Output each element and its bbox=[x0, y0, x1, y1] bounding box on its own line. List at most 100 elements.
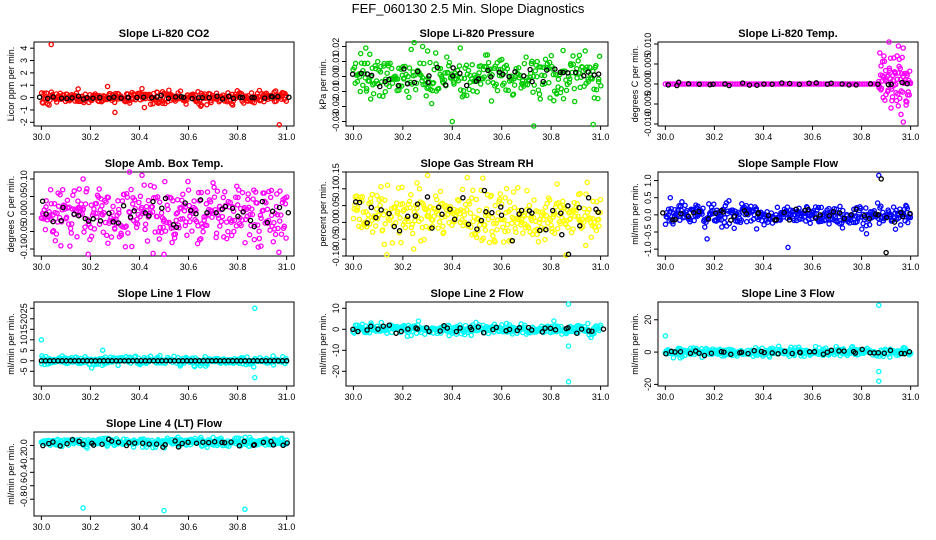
data-point bbox=[504, 221, 511, 228]
data-point bbox=[369, 191, 376, 198]
data-point bbox=[549, 207, 556, 214]
data-point bbox=[184, 232, 190, 239]
data-point bbox=[376, 92, 383, 99]
data-point bbox=[897, 95, 903, 102]
data-point bbox=[401, 66, 407, 72]
data-point bbox=[500, 71, 506, 78]
data-point bbox=[528, 60, 535, 67]
data-point bbox=[565, 325, 571, 331]
data-point bbox=[476, 207, 482, 214]
data-point bbox=[64, 197, 71, 204]
data-point bbox=[108, 234, 115, 240]
data-point bbox=[450, 65, 456, 71]
data-point bbox=[582, 242, 589, 249]
x-tick-label: 31.0 bbox=[278, 262, 296, 272]
data-point bbox=[260, 439, 267, 446]
data-point bbox=[235, 213, 241, 220]
data-point bbox=[551, 230, 558, 237]
x-tick-label: 31.0 bbox=[278, 392, 296, 402]
data-point bbox=[483, 209, 489, 215]
data-point bbox=[220, 194, 227, 201]
data-point bbox=[395, 82, 402, 89]
y-tick-label: -20 bbox=[643, 378, 653, 391]
data-point bbox=[280, 442, 286, 449]
data-point bbox=[382, 78, 388, 85]
data-point bbox=[156, 199, 163, 205]
data-point bbox=[131, 440, 138, 446]
data-point bbox=[447, 206, 453, 212]
x-tick-label: 30.0 bbox=[657, 132, 675, 142]
data-point bbox=[274, 211, 281, 218]
data-point bbox=[115, 198, 121, 204]
data-point bbox=[40, 442, 46, 449]
data-point bbox=[731, 225, 737, 232]
data-point bbox=[875, 212, 882, 218]
data-point bbox=[256, 228, 262, 234]
data-point bbox=[219, 96, 226, 102]
data-point bbox=[214, 188, 221, 194]
y-tick-label: 0.10 bbox=[331, 180, 341, 198]
data-point bbox=[258, 215, 264, 221]
data-point bbox=[702, 224, 708, 230]
data-point bbox=[449, 118, 456, 125]
data-point bbox=[519, 78, 526, 84]
data-point bbox=[106, 210, 112, 217]
data-point bbox=[251, 236, 258, 243]
data-point bbox=[464, 207, 470, 213]
data-point bbox=[682, 202, 688, 209]
data-point bbox=[352, 201, 358, 208]
data-point bbox=[158, 210, 165, 216]
data-point bbox=[820, 351, 827, 357]
data-point bbox=[786, 353, 793, 359]
data-point bbox=[905, 89, 912, 95]
data-point bbox=[892, 226, 899, 232]
data-point bbox=[275, 93, 281, 100]
data-point bbox=[855, 214, 862, 220]
data-point bbox=[405, 218, 411, 225]
data-point bbox=[591, 86, 597, 92]
y-tick-label: 4 bbox=[19, 46, 29, 51]
plot-title: Slope Li-820 Pressure bbox=[420, 28, 535, 40]
data-point bbox=[276, 218, 283, 224]
data-point bbox=[147, 101, 154, 107]
y-tick-label: -5 bbox=[19, 367, 29, 375]
data-point bbox=[582, 213, 588, 219]
data-point bbox=[848, 212, 854, 218]
data-point bbox=[126, 100, 133, 106]
data-point bbox=[80, 206, 87, 212]
data-point bbox=[213, 90, 220, 96]
plot-title: Slope Line 1 Flow bbox=[118, 288, 211, 300]
data-point bbox=[853, 206, 859, 213]
data-point bbox=[597, 322, 604, 328]
data-point bbox=[502, 195, 508, 201]
data-point bbox=[786, 217, 793, 223]
data-point bbox=[210, 434, 216, 441]
data-point bbox=[251, 94, 257, 101]
data-point bbox=[162, 195, 169, 202]
plot-title: Slope Li-820 Temp. bbox=[738, 28, 837, 40]
x-tick-label: 30.6 bbox=[493, 132, 511, 142]
plot-panel: Slope Li-820 CO2 30.0 30.2 30.4 30.6 30.8 31.0… bbox=[6, 28, 295, 142]
data-point bbox=[713, 218, 719, 224]
data-point bbox=[510, 189, 517, 195]
data-point bbox=[158, 92, 164, 99]
data-point bbox=[442, 70, 448, 76]
data-point bbox=[876, 78, 882, 85]
data-point bbox=[284, 440, 290, 446]
data-point bbox=[499, 322, 505, 328]
data-point bbox=[373, 214, 379, 221]
data-point bbox=[584, 64, 590, 70]
data-point bbox=[384, 330, 390, 336]
data-point bbox=[382, 88, 389, 95]
data-point bbox=[887, 347, 894, 354]
data-point bbox=[285, 209, 292, 216]
data-point bbox=[229, 102, 236, 108]
data-point bbox=[115, 439, 122, 445]
data-point bbox=[839, 225, 846, 231]
data-point bbox=[577, 223, 583, 229]
data-point bbox=[565, 301, 572, 307]
data-point bbox=[412, 213, 419, 219]
data-point bbox=[84, 186, 90, 192]
plot-panel: Slope Line 2 Flow 30.0 30.2 30.4 30.6 30.8 31.… bbox=[318, 288, 609, 402]
data-point bbox=[690, 210, 697, 216]
